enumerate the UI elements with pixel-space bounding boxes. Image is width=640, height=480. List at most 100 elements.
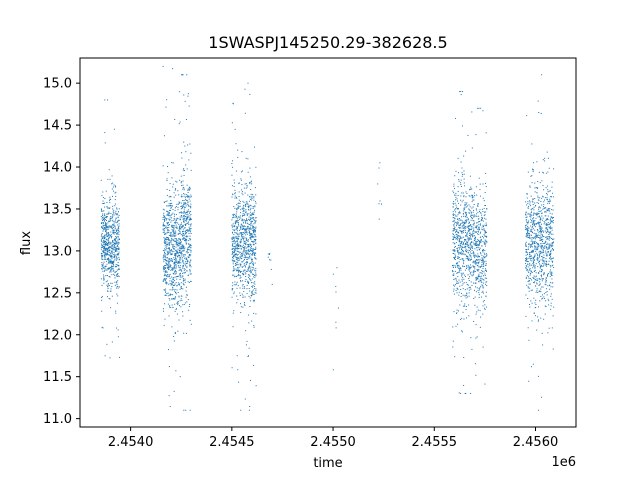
data-point bbox=[453, 238, 455, 240]
data-point bbox=[241, 266, 243, 268]
data-point bbox=[453, 257, 455, 259]
data-point bbox=[175, 224, 177, 226]
data-point bbox=[245, 187, 247, 189]
data-point bbox=[175, 188, 177, 190]
data-point bbox=[549, 190, 551, 192]
data-point bbox=[475, 277, 477, 279]
data-point bbox=[541, 180, 543, 182]
data-point bbox=[113, 184, 115, 186]
data-point bbox=[539, 252, 541, 254]
data-point bbox=[253, 248, 255, 250]
data-point bbox=[178, 241, 180, 243]
data-point bbox=[239, 232, 241, 234]
data-point bbox=[237, 227, 238, 229]
data-point bbox=[232, 246, 234, 248]
data-point bbox=[473, 265, 475, 267]
data-point bbox=[169, 252, 171, 254]
data-point bbox=[190, 206, 192, 208]
data-point bbox=[482, 229, 484, 231]
data-point bbox=[183, 239, 185, 241]
data-point bbox=[245, 239, 247, 241]
data-point bbox=[530, 225, 532, 227]
data-point bbox=[474, 226, 476, 228]
data-point bbox=[183, 170, 185, 171]
data-point bbox=[176, 227, 178, 229]
data-point bbox=[541, 234, 543, 236]
data-point bbox=[458, 212, 460, 214]
data-point bbox=[475, 374, 477, 376]
data-point bbox=[101, 226, 103, 228]
data-point bbox=[462, 243, 464, 245]
data-point bbox=[462, 232, 464, 234]
data-point bbox=[112, 264, 114, 266]
data-point bbox=[163, 275, 165, 277]
data-point bbox=[484, 192, 486, 194]
data-point bbox=[472, 282, 474, 284]
data-point bbox=[545, 223, 547, 225]
data-point bbox=[482, 220, 484, 222]
data-point bbox=[532, 213, 534, 215]
data-point bbox=[527, 227, 529, 229]
data-point bbox=[543, 272, 545, 274]
data-point bbox=[235, 170, 237, 172]
data-point bbox=[527, 287, 529, 289]
data-point bbox=[117, 236, 119, 238]
data-point bbox=[527, 263, 529, 265]
data-point bbox=[186, 240, 188, 242]
data-point bbox=[479, 240, 481, 242]
data-point bbox=[540, 231, 542, 233]
data-point bbox=[164, 241, 166, 243]
data-point bbox=[163, 265, 165, 267]
data-point bbox=[231, 185, 233, 187]
data-point bbox=[117, 220, 119, 222]
data-point bbox=[184, 100, 186, 102]
data-point bbox=[545, 243, 547, 245]
data-point bbox=[165, 249, 167, 251]
data-point bbox=[163, 268, 165, 270]
data-point bbox=[537, 222, 539, 224]
data-point bbox=[527, 236, 529, 238]
data-point bbox=[482, 211, 484, 213]
data-point bbox=[185, 205, 187, 207]
data-point bbox=[477, 270, 479, 272]
data-point bbox=[534, 223, 535, 225]
data-point bbox=[478, 260, 480, 262]
data-point bbox=[166, 99, 168, 101]
data-point bbox=[473, 252, 475, 254]
data-point bbox=[249, 255, 251, 257]
data-point bbox=[455, 242, 457, 244]
data-point bbox=[253, 223, 255, 225]
data-point bbox=[252, 250, 254, 252]
data-point bbox=[248, 245, 250, 247]
data-point bbox=[540, 246, 542, 248]
data-point bbox=[246, 284, 248, 286]
data-point bbox=[183, 219, 185, 221]
data-point bbox=[542, 249, 544, 251]
data-point bbox=[526, 228, 528, 230]
data-point bbox=[117, 211, 119, 213]
data-point bbox=[526, 234, 528, 236]
data-point bbox=[182, 224, 184, 226]
data-point bbox=[106, 290, 108, 292]
data-point bbox=[236, 281, 238, 283]
data-point bbox=[116, 236, 118, 238]
data-point bbox=[462, 265, 464, 267]
data-point bbox=[103, 224, 105, 226]
data-point bbox=[189, 409, 191, 411]
data-point bbox=[252, 253, 254, 255]
data-point bbox=[188, 205, 190, 207]
data-point bbox=[541, 269, 543, 271]
data-point bbox=[468, 244, 470, 246]
data-point bbox=[182, 230, 184, 232]
data-point bbox=[162, 308, 164, 310]
data-point bbox=[242, 255, 244, 257]
data-point bbox=[231, 196, 233, 198]
data-point bbox=[114, 225, 116, 227]
data-point bbox=[542, 195, 544, 197]
data-point bbox=[475, 186, 477, 188]
data-point bbox=[473, 253, 475, 255]
data-point bbox=[454, 235, 456, 237]
data-point bbox=[179, 256, 181, 258]
data-point bbox=[164, 239, 166, 241]
data-point bbox=[236, 257, 238, 259]
